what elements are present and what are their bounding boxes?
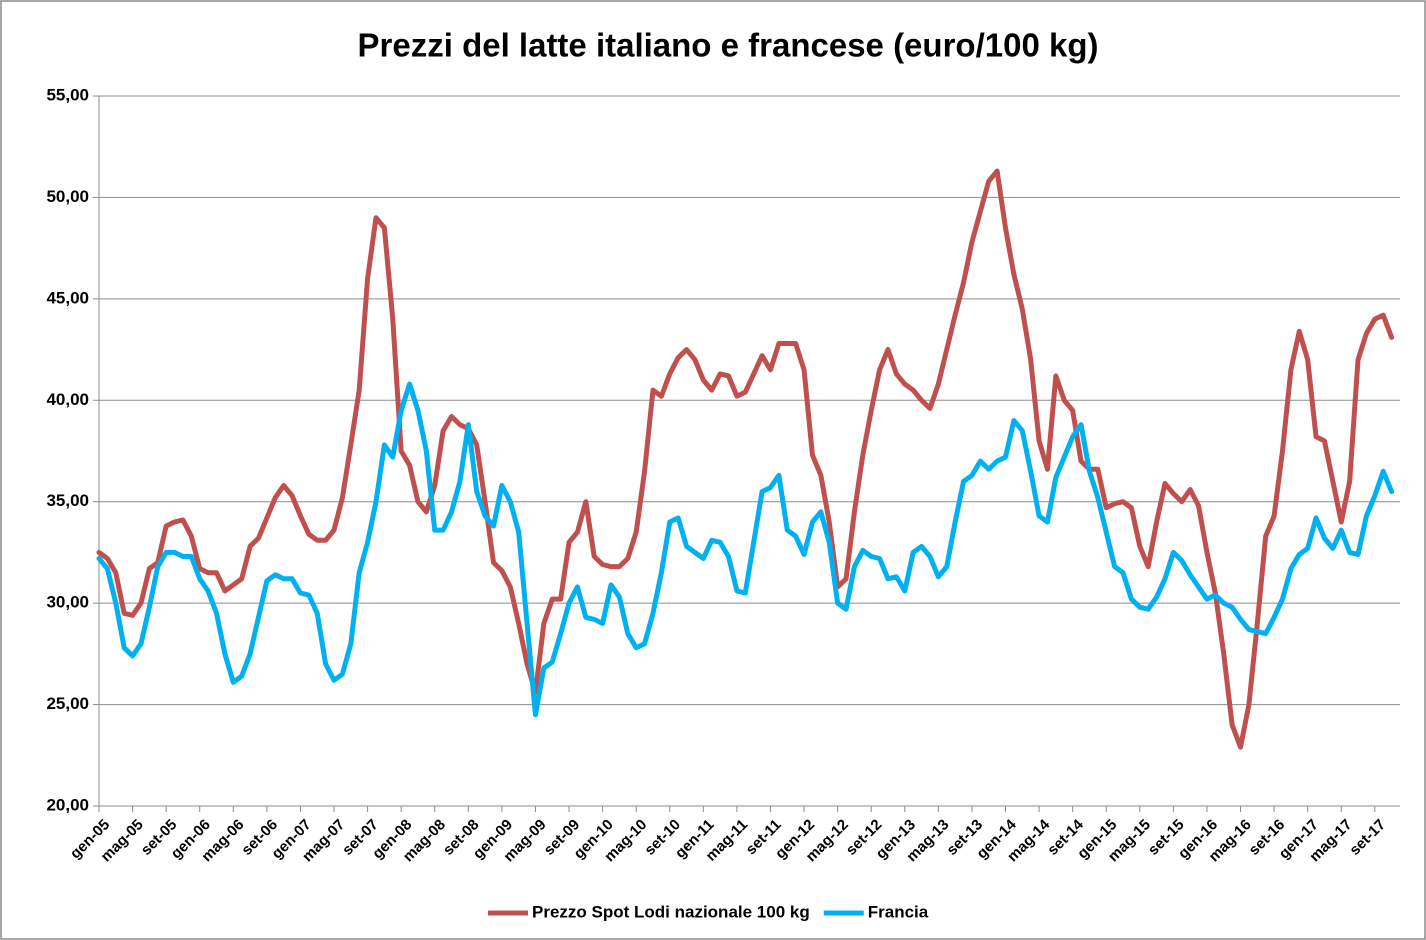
y-tick-label: 45,00 [46, 288, 89, 307]
legend: Prezzo Spot Lodi nazionale 100 kg Francia [488, 902, 929, 921]
line-series [96, 168, 1395, 750]
legend-label: Prezzo Spot Lodi nazionale 100 kg [532, 902, 810, 921]
y-tick-label: 25,00 [46, 694, 89, 713]
line-series [96, 381, 1395, 718]
chart-title: Prezzi del latte italiano e francese (eu… [358, 27, 1099, 64]
y-tick-label: 35,00 [46, 491, 89, 510]
y-tick-label: 50,00 [46, 187, 89, 206]
y-tick-label: 20,00 [46, 795, 89, 814]
y-tick-label: 40,00 [46, 390, 89, 409]
y-tick-label: 30,00 [46, 593, 89, 612]
legend-label: Francia [868, 902, 929, 921]
y-tick-label: 55,00 [46, 85, 89, 104]
